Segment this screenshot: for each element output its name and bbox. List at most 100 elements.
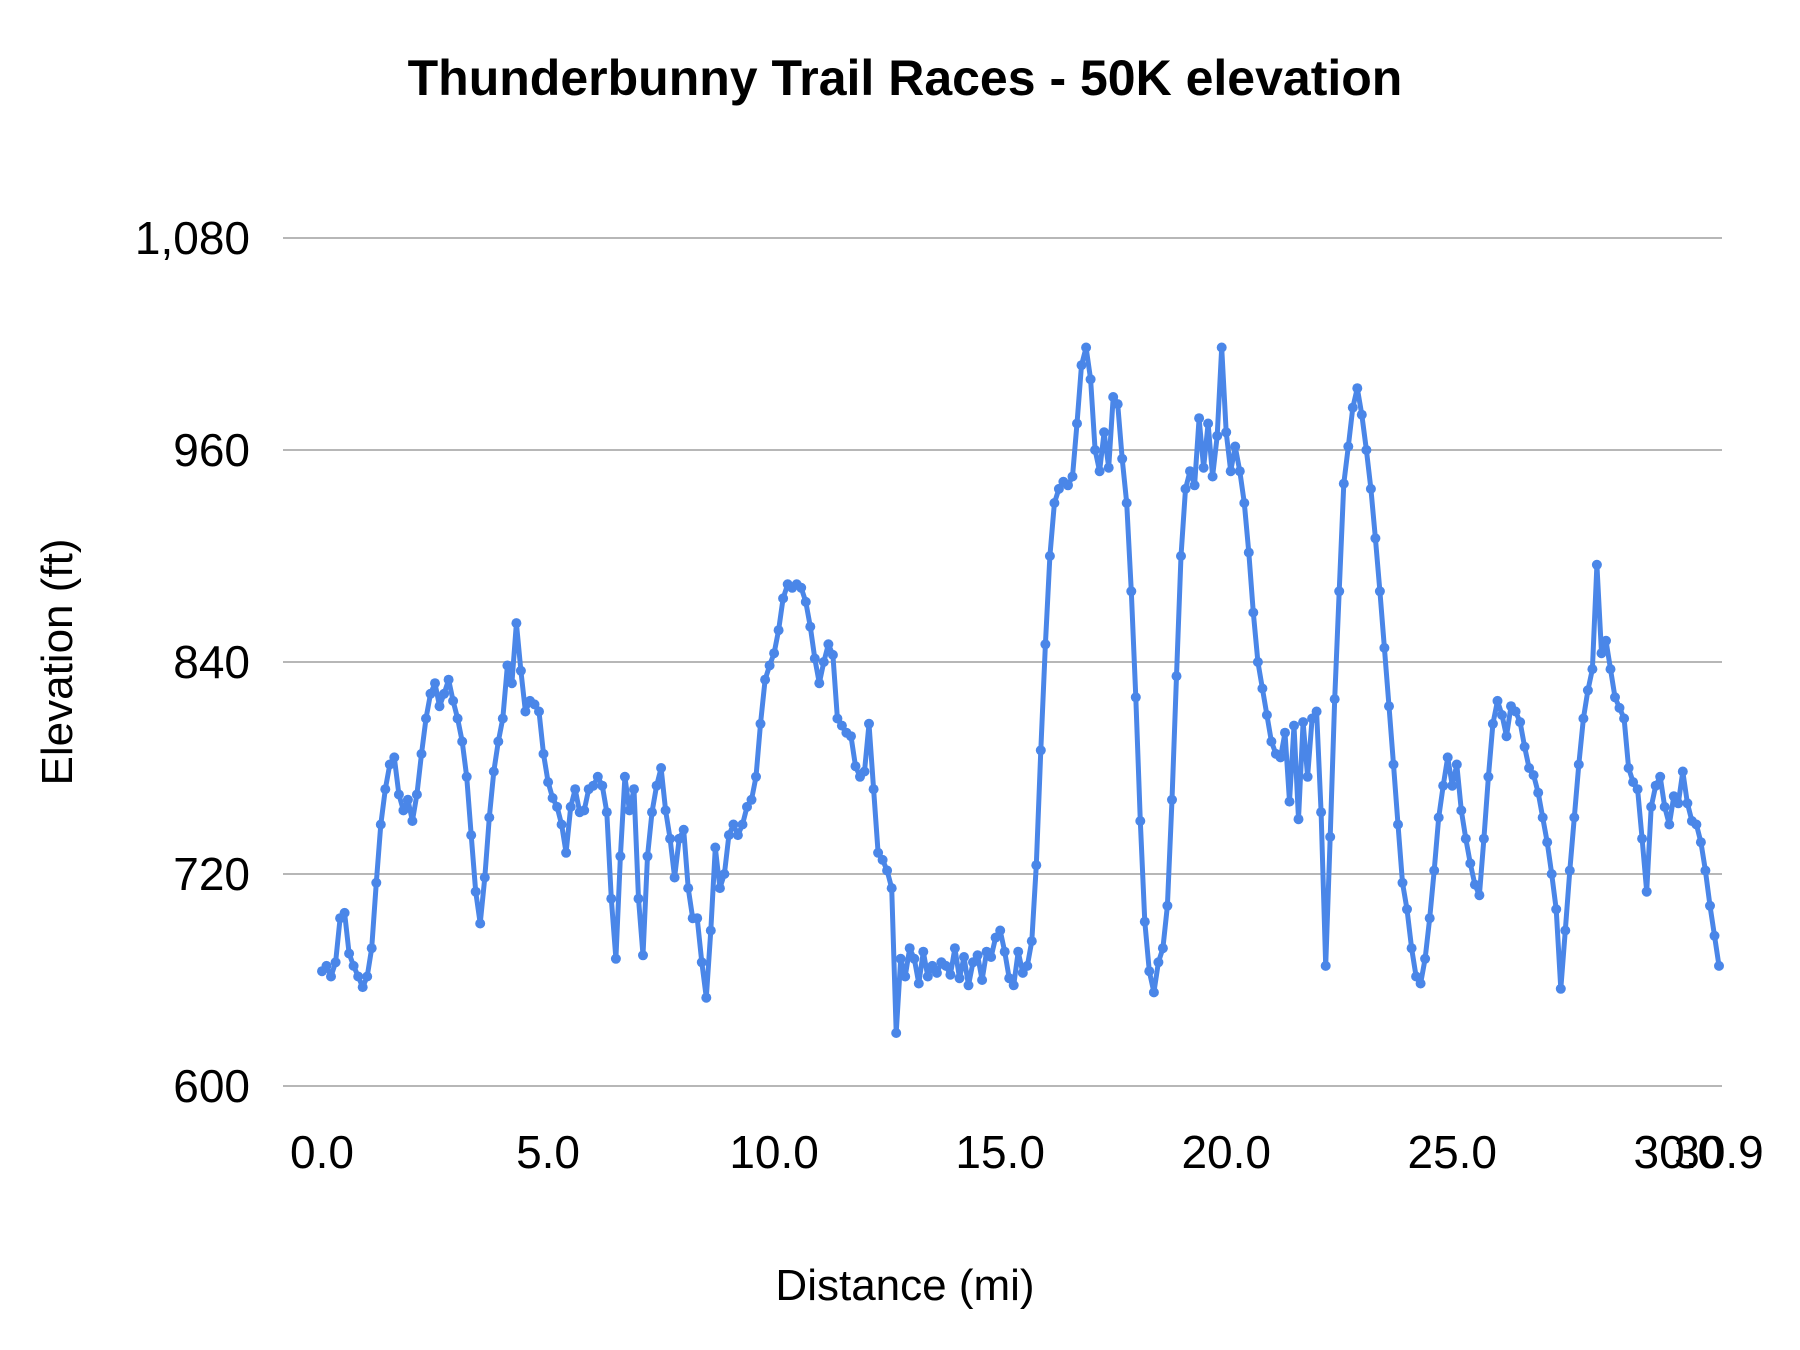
data-point-marker [344, 948, 355, 959]
data-point-marker [1537, 812, 1548, 823]
data-point-marker [868, 784, 879, 795]
y-axis-tick-labels: 600 720 840 960 1,080 [135, 212, 250, 1112]
data-point-marker [1280, 727, 1290, 738]
gridlines [283, 237, 1722, 1087]
data-point-marker [434, 701, 445, 712]
data-point-marker [1171, 671, 1182, 682]
data-point-marker [552, 801, 563, 812]
data-point-marker [796, 582, 807, 593]
data-point-marker [1591, 559, 1602, 570]
data-point-marker [488, 766, 499, 777]
data-point-marker [561, 847, 572, 858]
data-point-marker [606, 893, 617, 904]
data-point-marker [1483, 771, 1494, 782]
data-point-marker [511, 618, 522, 629]
data-point-marker [543, 777, 554, 788]
data-point-marker [1677, 766, 1688, 777]
data-point-marker [1072, 418, 1082, 429]
data-point-marker [1569, 812, 1580, 823]
y-tick-label: 600 [173, 1060, 250, 1112]
data-point-marker [728, 819, 739, 830]
data-point-marker [895, 953, 906, 964]
data-point-marker [705, 925, 716, 936]
data-point-marker [610, 953, 621, 964]
data-point-marker [1709, 930, 1720, 941]
data-point-marker [1438, 780, 1449, 791]
data-point-marker [1302, 771, 1313, 782]
data-point-marker [873, 847, 884, 858]
data-point-marker [1474, 890, 1485, 901]
data-point-marker [1176, 551, 1186, 561]
data-point-marker [389, 752, 400, 763]
data-point-marker [669, 872, 680, 883]
data-point-marker [742, 801, 752, 812]
data-point-marker [1406, 943, 1417, 954]
data-point-marker [497, 713, 508, 724]
data-point-marker [1546, 869, 1557, 879]
data-point-marker [353, 971, 364, 982]
data-point-marker [1252, 657, 1263, 667]
data-point-marker [778, 593, 789, 604]
data-point-marker [823, 639, 834, 650]
data-point-marker [506, 678, 517, 689]
data-point-marker [357, 982, 368, 993]
data-point-marker [1374, 586, 1385, 597]
data-point-marker [1510, 706, 1521, 717]
data-point-marker [1139, 916, 1150, 927]
data-point-marker [1325, 831, 1336, 842]
data-point-marker [375, 819, 386, 830]
data-point-marker [407, 816, 418, 826]
data-point-marker [470, 886, 481, 897]
data-point-marker [570, 784, 581, 795]
data-point-marker [877, 854, 888, 865]
data-point-marker [1153, 957, 1164, 968]
data-point-marker [1714, 960, 1724, 971]
data-point-marker [1289, 720, 1299, 731]
data-point-marker [475, 918, 486, 929]
data-point-marker [1135, 816, 1146, 826]
data-point-marker [1243, 547, 1254, 558]
data-point-marker [1641, 886, 1652, 897]
data-point-marker [326, 971, 336, 982]
data-point-marker [1081, 342, 1092, 353]
data-point-marker [1361, 445, 1372, 455]
data-point-marker [1121, 498, 1132, 508]
data-point-marker [764, 660, 775, 671]
elevation-series [317, 342, 1724, 1038]
data-point-marker [1067, 471, 1078, 482]
data-point-marker [1478, 833, 1489, 844]
data-point-marker [922, 971, 933, 982]
data-point-marker [1049, 498, 1060, 508]
y-tick-label: 720 [173, 848, 250, 900]
data-point-marker [1637, 833, 1648, 844]
data-point-marker [1316, 807, 1327, 818]
data-point-marker [1650, 780, 1661, 791]
data-point-marker [692, 913, 703, 924]
data-point-marker [1623, 763, 1634, 773]
data-point-marker [678, 824, 689, 835]
data-point-marker [1108, 392, 1119, 402]
data-point-marker [1180, 483, 1191, 494]
data-point-marker [1632, 784, 1643, 795]
data-point-marker [366, 943, 377, 954]
data-point-marker [1487, 718, 1498, 729]
data-point-marker [402, 794, 413, 805]
data-point-marker [710, 842, 721, 853]
data-point-marker [1338, 478, 1349, 489]
data-point-marker [597, 780, 608, 791]
data-point-marker [556, 819, 567, 830]
y-tick-label: 960 [173, 424, 250, 476]
data-point-marker [1370, 533, 1381, 544]
data-point-marker [380, 784, 391, 795]
data-point-marker [1659, 801, 1670, 812]
data-point-marker [751, 771, 761, 782]
data-point-marker [538, 748, 549, 759]
data-point-marker [737, 819, 748, 830]
data-point-marker [656, 763, 667, 773]
data-point-marker [339, 907, 350, 918]
x-tick-label: 25.0 [1407, 1126, 1497, 1178]
data-point-marker [1203, 418, 1214, 429]
data-point-marker [534, 706, 544, 717]
data-point-marker [565, 801, 576, 812]
data-point-marker [619, 771, 630, 782]
